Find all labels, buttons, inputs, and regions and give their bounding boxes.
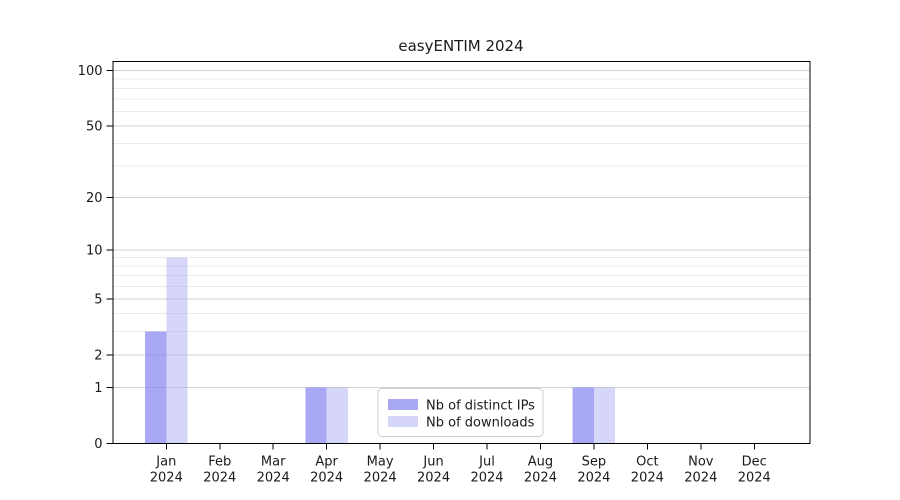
y-tick-label: 0 [94,437,102,452]
x-tick-label-month: Jul [478,455,495,470]
x-tick-label-year: 2024 [738,471,771,486]
legend-frame [377,388,544,437]
x-tick-label-month: Dec [742,455,767,470]
y-tick-label: 10 [86,243,103,258]
x-tick-label-year: 2024 [310,471,343,486]
x-tick-label-year: 2024 [684,471,717,486]
x-tick-label-year: 2024 [470,471,503,486]
x-tick-label-month: May [367,455,394,470]
bar-distinct-ips [572,387,594,444]
bar-downloads [326,387,348,444]
x-tick-label-month: Nov [688,455,714,470]
x-tick-label-year: 2024 [150,471,183,486]
bar-distinct-ips [305,387,327,444]
bar-downloads [593,387,616,444]
chart-title: easyENTIM 2024 [398,37,523,55]
x-tick-label-year: 2024 [577,471,610,486]
x-tick-label-year: 2024 [203,471,236,486]
x-tick-label-year: 2024 [364,471,397,486]
legend-label-distinct-ips: Nb of distinct IPs [426,399,535,414]
x-tick-label-year: 2024 [257,471,290,486]
legend-label-downloads: Nb of downloads [426,416,535,431]
x-tick-label-month: Sep [582,455,607,470]
x-tick-label-month: Jan [155,455,176,470]
x-tick-label-month: Apr [315,455,338,470]
x-tick-label-month: Aug [528,455,553,470]
x-tick-label-year: 2024 [417,471,450,486]
x-tick-label-month: Mar [261,455,286,470]
x-tick-label-year: 2024 [631,471,664,486]
plot-area: 0125102050100Jan2024Feb2024Mar2024Apr202… [78,61,811,486]
legend-swatch-distinct-ips [388,399,418,410]
y-tick-label: 5 [94,292,102,307]
x-tick-label-month: Jun [422,455,443,470]
axes-frame [112,61,811,444]
y-tick-label: 20 [86,191,103,206]
x-tick-label-year: 2024 [524,471,557,486]
bar-distinct-ips [145,331,167,444]
x-tick-label-month: Feb [208,455,231,470]
y-tick-label: 50 [86,119,103,134]
x-tick-label-month: Oct [636,455,658,470]
legend-swatch-downloads [388,416,418,427]
y-tick-label: 2 [94,348,102,363]
y-tick-label: 1 [94,381,102,396]
y-tick-label: 100 [78,64,103,79]
legend: Nb of distinct IPs Nb of downloads [377,388,544,437]
bar-downloads [166,257,188,444]
